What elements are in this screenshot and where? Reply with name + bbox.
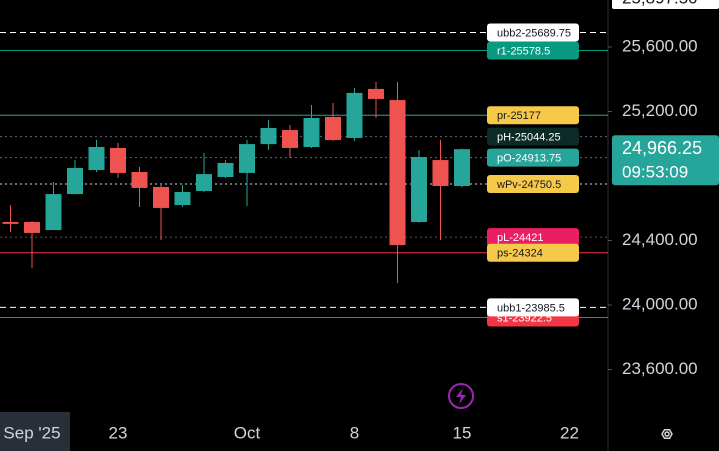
candle-body xyxy=(67,167,83,195)
x-tick-label: Sep '25 xyxy=(3,423,60,442)
candle-body xyxy=(368,88,384,99)
x-tick-label: 23 xyxy=(109,423,128,442)
candle-body xyxy=(303,117,320,147)
settings-button[interactable] xyxy=(661,428,673,440)
candle-body xyxy=(432,160,449,187)
level-label-box xyxy=(487,41,579,60)
top-price-label: 25,897.50 xyxy=(622,0,698,8)
level-label-box xyxy=(487,106,579,125)
candle-body xyxy=(131,171,148,188)
candle-body xyxy=(325,116,341,141)
y-tick-label: 23,600.00 xyxy=(622,359,698,378)
x-tick-label: 8 xyxy=(350,423,359,442)
level-label-box xyxy=(487,127,579,146)
level-label: ps-24324 xyxy=(497,248,543,260)
level-label: ubb1-23985.5 xyxy=(497,302,565,314)
candle-body xyxy=(411,156,427,222)
level-label-box xyxy=(487,298,579,317)
top-price-box xyxy=(612,0,719,10)
candles xyxy=(2,82,470,284)
x-tick-label: 15 xyxy=(453,423,472,442)
candle-body xyxy=(174,191,191,206)
last-price-box xyxy=(612,135,719,186)
crosshair-date-box xyxy=(0,412,70,451)
candle-body xyxy=(196,174,212,192)
level-label: wPv-24750.5 xyxy=(496,179,561,191)
price-axis: 23,600.00 24,000.00 24,400.00 25,200.00 25,6… xyxy=(608,0,719,378)
candle-body xyxy=(217,162,234,177)
level-label-box xyxy=(487,174,579,193)
level-label-box xyxy=(487,243,579,262)
candle-body xyxy=(389,100,406,246)
candle-body xyxy=(2,221,19,224)
candle-body xyxy=(110,147,126,173)
x-tick-label: Oct xyxy=(234,423,261,442)
candle-body xyxy=(260,127,277,145)
candle-body xyxy=(346,92,363,138)
candle-body xyxy=(282,130,298,148)
last-price-label: 24,966.25 xyxy=(622,138,702,158)
candle-body xyxy=(88,146,105,171)
level-labels: ubb2-25689.75 r1-25578.5 pr-25177 pH-25044.… xyxy=(487,23,579,327)
level-label: pL-24421 xyxy=(497,232,544,244)
candle-body xyxy=(45,194,62,231)
level-label: r1-25578.5 xyxy=(497,45,550,57)
y-tick-label: 24,400.00 xyxy=(622,230,698,249)
y-tick-label: 25,200.00 xyxy=(622,101,698,120)
candle-body xyxy=(24,221,40,233)
y-tick-label: 25,600.00 xyxy=(622,36,698,55)
lightning-button[interactable] xyxy=(448,383,474,409)
level-label: pr-25177 xyxy=(497,110,541,122)
time-axis: Sep '25 23 Oct 8 15 22 xyxy=(0,412,579,451)
level-label-box xyxy=(487,148,579,167)
candle-body xyxy=(239,144,255,173)
candle-body xyxy=(454,149,470,187)
level-label: pH-25044.25 xyxy=(497,132,561,144)
countdown-label: 09:53:09 xyxy=(622,163,688,182)
level-label: pO-24913.75 xyxy=(497,153,561,165)
level-label: ubb2-25689.75 xyxy=(497,27,571,39)
level-label-box xyxy=(487,228,579,247)
y-tick-label: 24,000.00 xyxy=(622,295,698,314)
level-label-box xyxy=(487,23,579,42)
candle-body xyxy=(153,186,169,208)
x-tick-label: 22 xyxy=(560,423,579,442)
